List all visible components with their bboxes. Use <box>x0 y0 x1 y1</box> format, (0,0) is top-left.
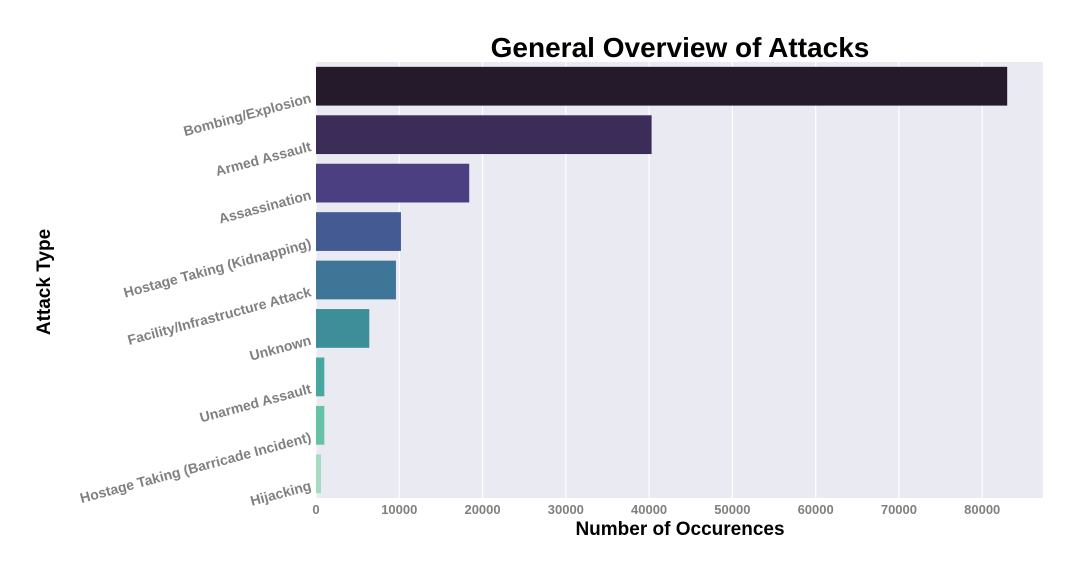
y-tick-label: Assassination <box>217 187 313 227</box>
x-tick-label: 40000 <box>631 502 667 517</box>
bar <box>316 163 470 203</box>
bar <box>316 357 325 397</box>
x-tick-label: 30000 <box>548 502 584 517</box>
bar <box>316 454 321 494</box>
bar <box>316 405 325 445</box>
x-tick-label: 70000 <box>881 502 917 517</box>
chart-title: General Overview of Attacks <box>491 32 870 63</box>
x-tick-label: 10000 <box>381 502 417 517</box>
bar <box>316 115 652 155</box>
bar <box>316 212 401 251</box>
x-tick-labels: 0 10000 20000 30000 40000 50000 60000 70000 8000… <box>312 502 1000 517</box>
x-tick-label: 0 <box>312 502 319 517</box>
y-tick-label: Hijacking <box>249 477 313 509</box>
bar <box>316 66 1008 106</box>
x-axis-label: Number of Occurences <box>575 519 784 540</box>
bar <box>316 260 396 300</box>
y-tick-label: Bombing/Explosion <box>182 90 313 139</box>
x-tick-label: 50000 <box>714 502 750 517</box>
y-tick-label: Armed Assault <box>214 138 313 179</box>
x-tick-label: 20000 <box>464 502 500 517</box>
y-tick-label: Unknown <box>248 332 313 364</box>
x-tick-label: 80000 <box>964 502 1000 517</box>
y-axis-label: Attack Type <box>34 229 55 335</box>
y-tick-label: Unarmed Assault <box>198 380 313 425</box>
x-tick-label: 60000 <box>798 502 834 517</box>
bars <box>316 66 1008 494</box>
bar <box>316 309 370 348</box>
